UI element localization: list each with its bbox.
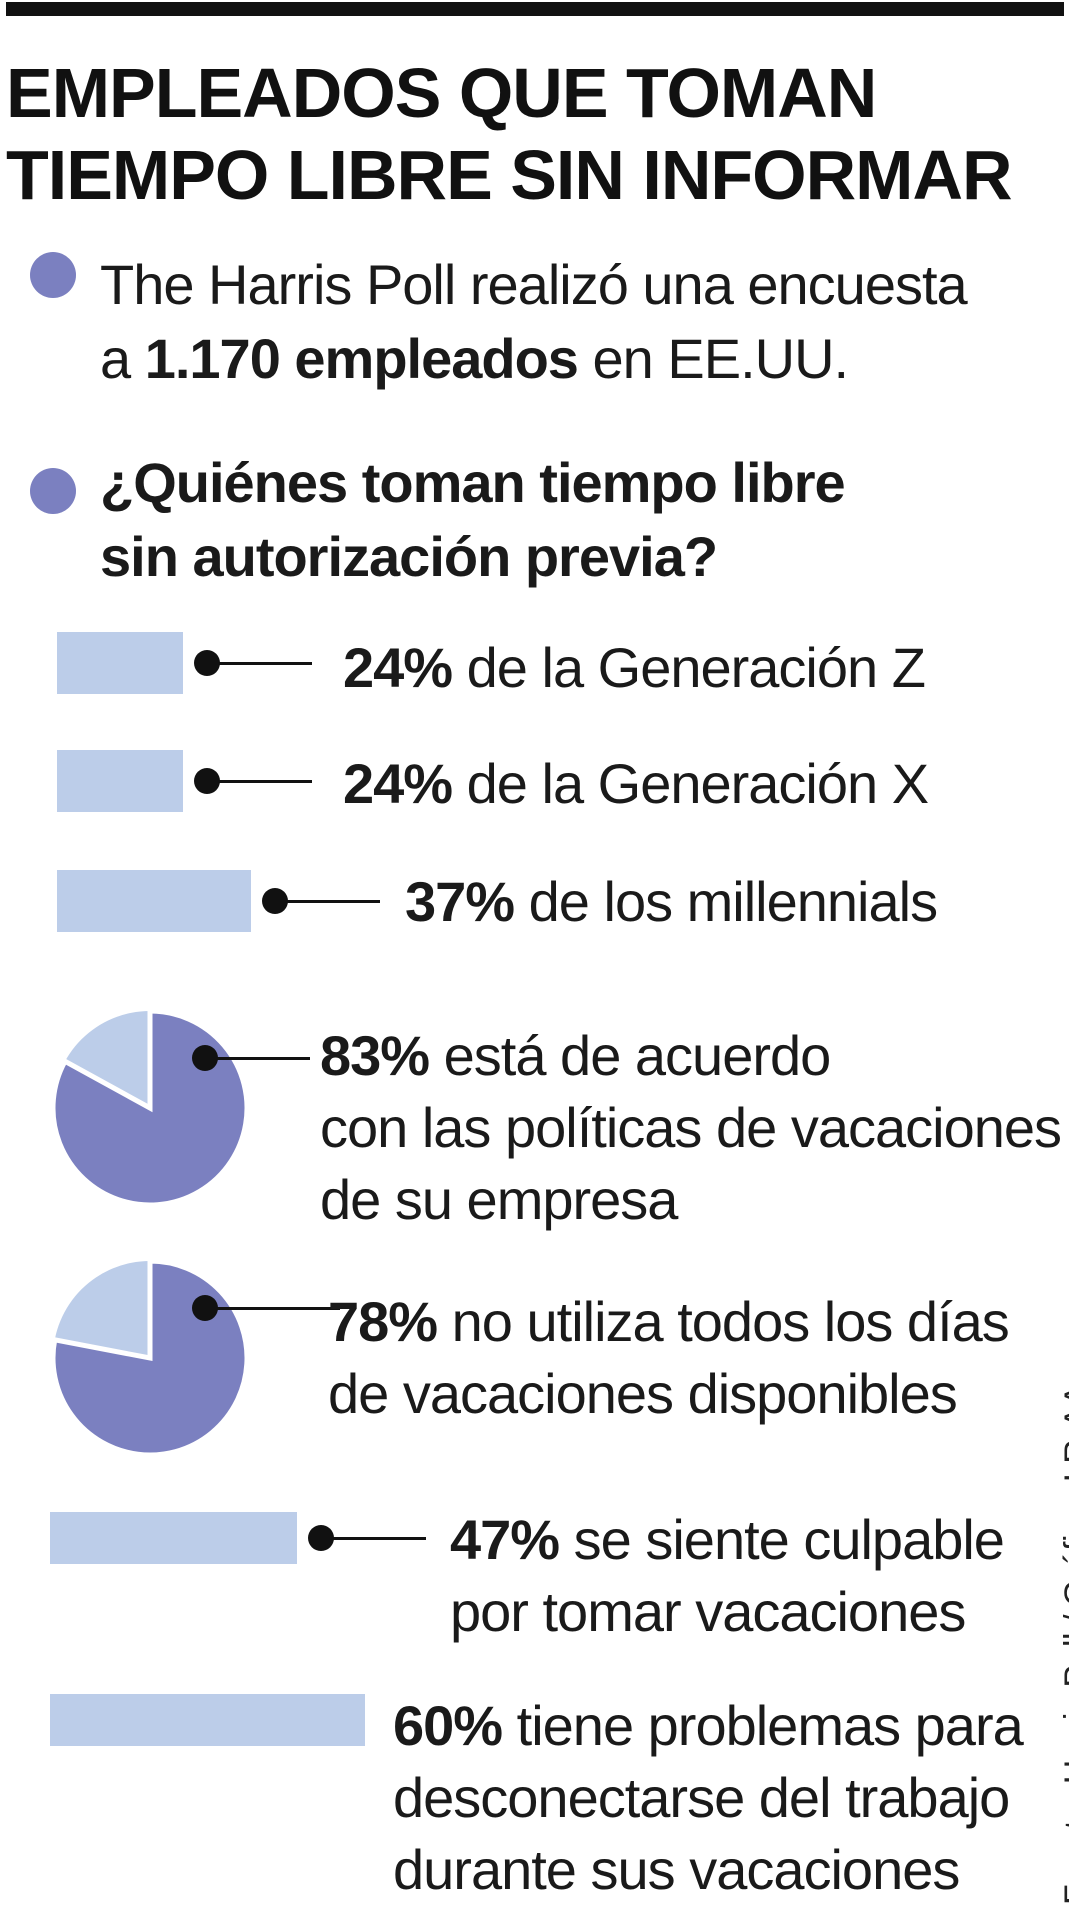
stat-text-desconectar-1: tiene problemas para [502, 1694, 1024, 1757]
pie-no-utiliza [50, 1258, 250, 1458]
stat-line-millennials-1: 37% de los millennials [405, 866, 938, 938]
stat-value-gen-z: 24% [343, 636, 453, 699]
chart-title-line-2: TIEMPO LIBRE SIN INFORMAR [6, 136, 1013, 214]
question-line-1: ¿Quiénes toman tiempo libre [100, 451, 846, 514]
connector-line-millennials [275, 900, 381, 903]
stat-label-no-utiliza: 78% no utiliza todos los días de vacacion… [328, 1286, 1010, 1430]
bar-gen-x [57, 750, 183, 812]
stat-label-culpable: 47% se siente culpable por tomar vacacion… [450, 1504, 1005, 1648]
chart-title: EMPLEADOS QUE TOMAN TIEMPO LIBRE SIN INF… [6, 52, 1013, 216]
stat-line-culpable-2: por tomar vacaciones [450, 1580, 966, 1643]
source-credit: Fuente: Harris Poll / Gráfico: LR-AA [1058, 1384, 1069, 1905]
top-rule [6, 2, 1064, 16]
stat-label-gen-z: 24% de la Generación Z [343, 632, 926, 704]
intro-line-2: a 1.170 empleados en EE.UU. [100, 322, 967, 396]
stat-value-millennials: 37% [405, 870, 515, 933]
stat-label-acuerdo: 83% está de acuerdo con las políticas de … [320, 1020, 1062, 1236]
stat-line-gen-x-1: 24% de la Generación X [343, 748, 929, 820]
intro-line-2-pre: a [100, 327, 145, 390]
question-bullet-icon [30, 468, 76, 514]
question-text: ¿Quiénes toman tiempo libre sin autoriza… [100, 446, 846, 594]
question-line-2: sin autorización previa? [100, 525, 718, 588]
intro-text: The Harris Poll realizó una encuesta a 1… [100, 248, 968, 396]
intro-line-2-post: en EE.UU. [577, 327, 850, 390]
stat-value-desconectar: 60% [393, 1694, 503, 1757]
bar-culpable [50, 1512, 297, 1564]
stat-line-gen-z-1: 24% de la Generación Z [343, 632, 926, 704]
stat-line-acuerdo-2: con las políticas de vacaciones [320, 1096, 1062, 1159]
connector-line-gen-x [207, 780, 312, 783]
stat-line-desconectar-2: desconectarse del trabajo [393, 1766, 1010, 1829]
bar-gen-z [57, 632, 183, 694]
bar-desconectar [50, 1694, 365, 1746]
stat-label-desconectar: 60% tiene problemas para desconectarse de… [393, 1690, 1024, 1906]
stat-line-acuerdo-3: de su empresa [320, 1168, 678, 1231]
intro-bullet-icon [30, 252, 76, 298]
stat-line-no-utiliza-1: 78% no utiliza todos los días [328, 1286, 1010, 1358]
stat-line-desconectar-1: 60% tiene problemas para [393, 1690, 1024, 1762]
stat-line-no-utiliza-2: de vacaciones disponibles [328, 1362, 958, 1425]
intro-sample-size: 1.170 empleados [144, 327, 579, 390]
connector-line-no-utiliza [205, 1307, 340, 1310]
chart-title-line-1: EMPLEADOS QUE TOMAN [6, 54, 877, 132]
stat-text-culpable-1: se siente culpable [559, 1508, 1005, 1571]
connector-line-gen-z [207, 662, 312, 665]
stat-text-millennials-1: de los millennials [514, 870, 938, 933]
stat-text-gen-x-1: de la Generación X [452, 752, 929, 815]
pie-acuerdo [50, 1008, 250, 1208]
connector-line-culpable [320, 1537, 426, 1540]
stat-text-acuerdo-1: está de acuerdo [429, 1024, 832, 1087]
stat-line-culpable-1: 47% se siente culpable [450, 1504, 1005, 1576]
stat-text-gen-z-1: de la Generación Z [452, 636, 926, 699]
intro-line-1: The Harris Poll realizó una encuesta [100, 253, 968, 316]
stat-line-acuerdo-1: 83% está de acuerdo [320, 1020, 1061, 1092]
bar-millennials [57, 870, 252, 932]
stat-value-no-utiliza: 78% [328, 1290, 438, 1353]
stat-label-millennials: 37% de los millennials [405, 866, 938, 938]
stat-line-desconectar-3: durante sus vacaciones [393, 1838, 960, 1901]
stat-label-gen-x: 24% de la Generación X [343, 748, 929, 820]
stat-value-culpable: 47% [450, 1508, 560, 1571]
stat-value-gen-x: 24% [343, 752, 453, 815]
connector-line-acuerdo [205, 1057, 310, 1060]
stat-text-no-utiliza-1: no utiliza todos los días [437, 1290, 1010, 1353]
stat-value-acuerdo: 83% [320, 1024, 430, 1087]
